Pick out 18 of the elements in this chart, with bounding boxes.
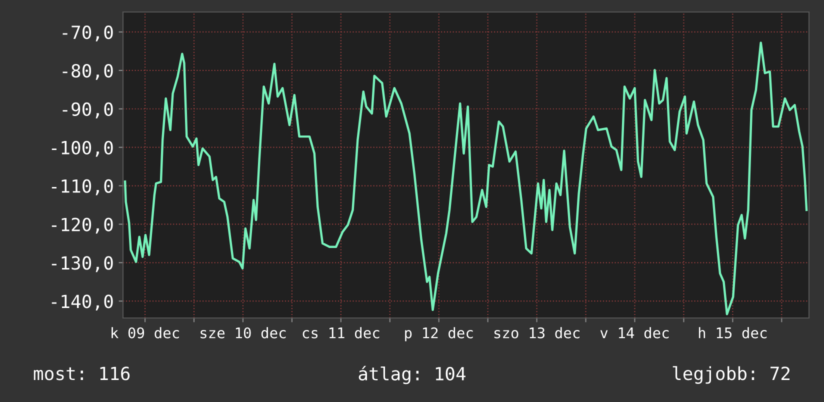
- x-tick-label: h 15 dec: [698, 327, 767, 338]
- x-tick-label: v 14 dec: [600, 327, 669, 338]
- y-tick-label: -100,0: [52, 140, 113, 157]
- y-tick-label: -90,0: [62, 102, 113, 118]
- y-tick-label: -130,0: [52, 256, 113, 272]
- y-tick-label: -70,0: [62, 25, 113, 42]
- x-tick-label: k 09 dec: [112, 327, 179, 338]
- x-tick-label: sze 10 dec: [200, 327, 286, 338]
- y-tick-label: -140,0: [52, 294, 113, 311]
- text: most: 116: [34, 366, 130, 380]
- x-tick-label: cs 11 dec: [302, 327, 380, 338]
- x-tick-label: szo 13 dec: [494, 327, 580, 338]
- y-tick-label: -110,0: [52, 179, 113, 196]
- y-tick-label: -120,0: [52, 218, 113, 234]
- text: átlag: 104: [358, 366, 466, 384]
- text: legjobb: 72: [672, 366, 790, 384]
- y-tick-label: -80,0: [62, 64, 113, 80]
- x-tick-label: p 12 dec: [405, 327, 473, 342]
